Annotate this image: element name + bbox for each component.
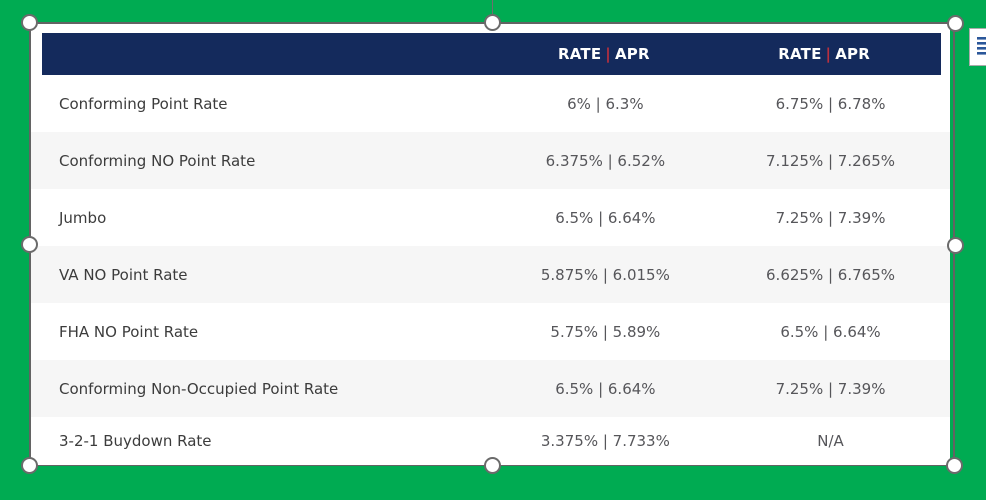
table-row: FHA NO Point Rate 5.75% | 5.89% 6.5% | 6… [31, 303, 950, 360]
rate-apr-value: 3.375% | 7.733% [540, 432, 670, 450]
header-rate-apr-1: RATE | APR [500, 45, 707, 63]
table-row: Conforming Point Rate 6% | 6.3% 6.75% | … [31, 75, 950, 132]
row-label: 3-2-1 Buydown Rate [59, 432, 212, 450]
row-label: VA NO Point Rate [59, 265, 188, 284]
resize-handle-top-center[interactable] [484, 14, 501, 31]
rate-apr-value: 7.25% | 7.39% [775, 379, 886, 398]
row-label: Jumbo [59, 208, 107, 227]
resize-handle-bottom-left[interactable] [21, 457, 38, 474]
layout-options-icon [977, 37, 986, 55]
header-rate-apr-2: RATE | APR [707, 45, 941, 63]
row-label: Conforming Point Rate [59, 94, 228, 113]
table-row: Jumbo 6.5% | 6.64% 7.25% | 7.39% [31, 189, 950, 246]
resize-handle-bottom-right[interactable] [946, 457, 963, 474]
rate-apr-value: 6.625% | 6.765% [766, 265, 895, 284]
header-rate-text: RATE [558, 45, 602, 63]
rates-table-object[interactable]: RATE | APR RATE | APR Conforming Point Rate … [31, 24, 950, 465]
header-rate-text: RATE [778, 45, 822, 63]
rate-apr-value: 6.5% | 6.64% [780, 322, 881, 341]
resize-handle-top-left[interactable] [21, 14, 38, 31]
row-label: Conforming Non-Occupied Point Rate [59, 379, 339, 398]
row-label: Conforming NO Point Rate [59, 151, 256, 170]
row-label: FHA NO Point Rate [59, 322, 199, 341]
rate-apr-value: 6% | 6.3% [567, 94, 644, 113]
table-header-row: RATE | APR RATE | APR [42, 33, 941, 75]
rate-apr-value: 7.125% | 7.265% [766, 151, 895, 170]
rate-apr-value: 6.5% | 6.64% [555, 379, 656, 398]
rate-apr-value: 5.875% | 6.015% [540, 265, 670, 284]
rate-apr-value: 6.5% | 6.64% [555, 208, 656, 227]
header-apr-text: APR [614, 45, 650, 63]
header-separator: | [825, 45, 832, 63]
table-row: VA NO Point Rate 5.875% | 6.015% 6.625% … [31, 246, 950, 303]
rotation-handle-stem [492, 0, 493, 23]
table-row: Conforming Non-Occupied Point Rate 6.5% … [31, 360, 950, 417]
header-separator: | [605, 45, 611, 63]
resize-handle-top-right[interactable] [947, 15, 964, 32]
resize-handle-bottom-center[interactable] [484, 457, 501, 474]
resize-handle-middle-left[interactable] [21, 236, 38, 253]
rate-apr-value: 6.375% | 6.52% [545, 151, 666, 170]
header-apr-text: APR [835, 45, 870, 63]
table-row: Conforming NO Point Rate 6.375% | 6.52% … [31, 132, 950, 189]
rate-apr-value: 6.75% | 6.78% [775, 94, 886, 113]
table-row: 3-2-1 Buydown Rate 3.375% | 7.733% N/A [31, 417, 950, 465]
resize-handle-middle-right[interactable] [947, 237, 964, 254]
rate-apr-value: 7.25% | 7.39% [775, 208, 886, 227]
layout-options-button[interactable] [969, 28, 986, 66]
rate-apr-value: 5.75% | 5.89% [550, 322, 661, 341]
rate-apr-value: N/A [817, 432, 844, 450]
